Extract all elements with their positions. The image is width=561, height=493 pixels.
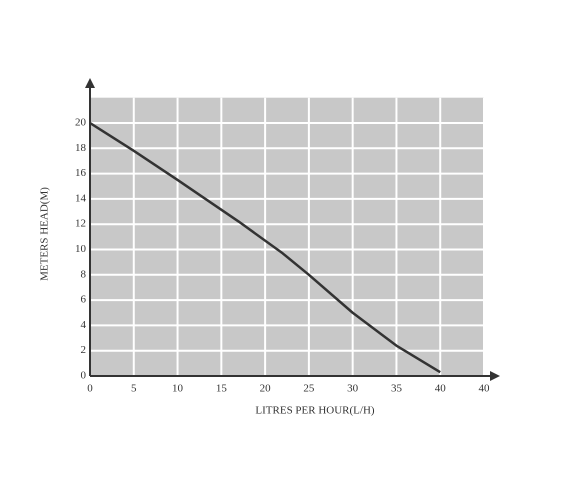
x-tick-label: 40 bbox=[479, 383, 491, 395]
x-tick-label: 40 bbox=[435, 383, 447, 395]
x-tick-label: 20 bbox=[260, 383, 272, 395]
x-tick-label: 35 bbox=[391, 383, 403, 395]
y-tick-label: 0 bbox=[81, 370, 87, 382]
y-axis-title: METERS HEAD(M) bbox=[39, 187, 51, 281]
y-tick-label: 4 bbox=[81, 319, 87, 331]
y-tick-label: 2 bbox=[81, 344, 87, 356]
x-tick-label: 0 bbox=[87, 383, 93, 395]
y-tick-label: 16 bbox=[75, 167, 87, 179]
x-tick-label: 30 bbox=[347, 383, 359, 395]
y-tick-label: 8 bbox=[81, 268, 87, 280]
data-line bbox=[89, 121, 441, 374]
y-tick-label: 12 bbox=[75, 218, 86, 230]
y-tick-label: 18 bbox=[75, 142, 87, 154]
y-tick-label: 6 bbox=[81, 294, 87, 306]
y-tick-label: 10 bbox=[75, 243, 87, 255]
x-tick-label: 25 bbox=[303, 383, 315, 395]
x-tick-label: 15 bbox=[216, 383, 228, 395]
y-axis-arrow bbox=[85, 78, 95, 88]
x-axis-arrow bbox=[490, 371, 500, 381]
plot-area bbox=[90, 97, 484, 376]
y-tick-label: 20 bbox=[75, 117, 87, 129]
x-tick-label: 5 bbox=[131, 383, 137, 395]
y-tick-label: 14 bbox=[75, 192, 87, 204]
x-tick-label: 10 bbox=[172, 383, 184, 395]
x-axis-title: LITRES PER HOUR(L/H) bbox=[255, 405, 375, 417]
